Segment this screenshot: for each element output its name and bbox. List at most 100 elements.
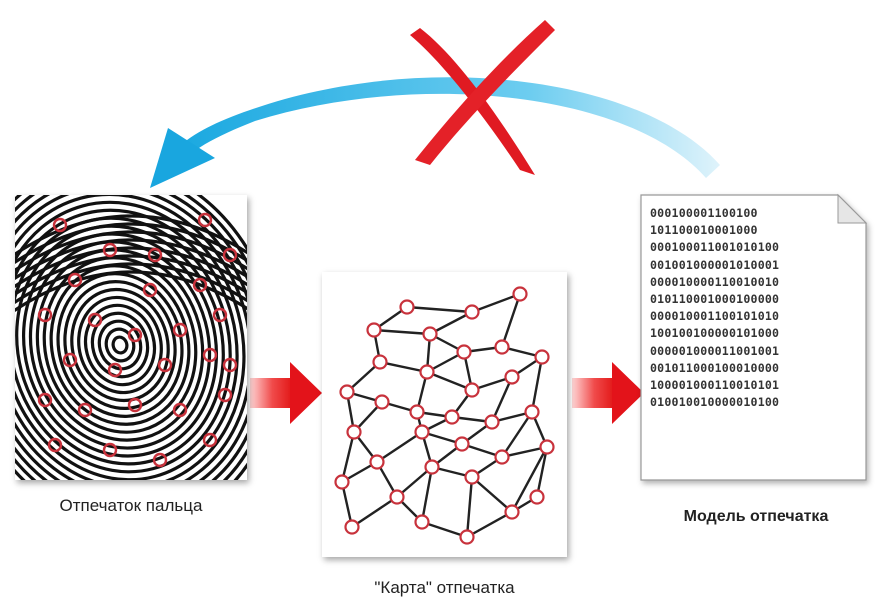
minutia-marker: [107, 362, 123, 378]
map-node: [494, 339, 510, 355]
cross-icon: [410, 20, 555, 175]
map-node: [389, 489, 405, 505]
map-edge: [340, 431, 356, 483]
model-binary-data: 000100001100100 101100010001000 0001000110…: [650, 205, 865, 411]
map-node: [414, 514, 430, 530]
map-edge: [535, 446, 549, 498]
map-node: [464, 469, 480, 485]
minutia-marker: [52, 217, 68, 233]
map-edge: [420, 466, 434, 523]
map-node: [456, 344, 472, 360]
binary-row: 100001000110010101: [650, 378, 780, 393]
minutia-marker: [102, 442, 118, 458]
minutia-marker: [127, 397, 143, 413]
map-node: [372, 354, 388, 370]
map-edge: [500, 293, 522, 348]
minutia-marker: [222, 247, 238, 263]
map-edge: [530, 356, 544, 413]
fingerprint-image: [15, 195, 247, 480]
forward-arrow-2: [572, 362, 644, 424]
map-node: [419, 364, 435, 380]
map-node: [484, 414, 500, 430]
map-edge: [373, 328, 431, 336]
binary-row: 001011000100010000: [650, 360, 780, 375]
map-edge: [340, 481, 354, 528]
caption-model: Модель отпечатка: [683, 508, 829, 525]
binary-row: 010010010000010100: [650, 395, 780, 410]
minutia-marker: [127, 327, 143, 343]
back-arrow-body: [178, 77, 720, 178]
binary-row: 100100100000101000: [650, 326, 780, 341]
minutia-marker: [87, 312, 103, 328]
map-node: [534, 349, 550, 365]
minutia-marker: [37, 392, 53, 408]
map-node: [464, 304, 480, 320]
back-arrow-head: [150, 128, 215, 188]
minutia-marker: [67, 272, 83, 288]
binary-row: 010110001000100000: [650, 292, 780, 307]
minutia-marker: [202, 347, 218, 363]
map-node: [504, 369, 520, 385]
minutia-marker: [37, 307, 53, 323]
map-node: [414, 424, 430, 440]
minutia-marker: [172, 322, 188, 338]
map-edge: [406, 305, 473, 314]
minutia-marker: [217, 387, 233, 403]
map-edge: [501, 445, 548, 459]
minutia-marker: [212, 307, 228, 323]
map-edge: [396, 466, 433, 498]
binary-row: 000010001100101010: [650, 309, 780, 324]
map-node: [399, 299, 415, 315]
caption-map: "Карта" отпечатка: [374, 578, 515, 597]
minutia-marker: [222, 357, 238, 373]
map-edge: [351, 496, 398, 528]
map-node: [464, 382, 480, 398]
map-node: [334, 474, 350, 490]
page-fold-corner: [837, 193, 868, 224]
map-node: [524, 404, 540, 420]
map-edge: [429, 310, 473, 336]
binary-row: 000100011001010100: [650, 240, 780, 255]
map-node: [539, 439, 555, 455]
minutia-marker: [197, 212, 213, 228]
minutia-marker: [62, 352, 78, 368]
minutia-marker: [77, 402, 93, 418]
forward-arrow-1: [250, 362, 322, 424]
minutia-marker: [172, 402, 188, 418]
map-edge: [490, 376, 514, 423]
map-node: [409, 404, 425, 420]
minutia-marker: [102, 242, 118, 258]
map-node: [346, 424, 362, 440]
map-node: [424, 459, 440, 475]
map-node: [369, 454, 385, 470]
map-edge: [376, 431, 423, 463]
map-node: [494, 449, 510, 465]
map-node: [339, 384, 355, 400]
map-node: [454, 436, 470, 452]
map-edge: [471, 292, 521, 314]
map-edge: [466, 510, 513, 539]
map-node: [344, 519, 360, 535]
binary-row: 000001000011001001: [650, 343, 780, 358]
minutia-marker: [192, 277, 208, 293]
binary-row: 101100010001000: [650, 223, 758, 238]
minutia-marker: [152, 452, 168, 468]
map-node: [529, 489, 545, 505]
map-edge: [426, 370, 473, 392]
binary-row: 001001000001010001: [650, 257, 780, 272]
minutia-marker: [157, 357, 173, 373]
map-edge: [421, 520, 468, 539]
map-node: [504, 504, 520, 520]
minutia-marker: [202, 432, 218, 448]
fingerprint-panel: [15, 195, 247, 480]
fingerprint-map-panel: [322, 272, 567, 557]
map-edge: [465, 476, 474, 538]
minutia-marker: [147, 247, 163, 263]
binary-row: 000010000110010010: [650, 274, 780, 289]
map-edge: [510, 446, 549, 513]
map-node: [374, 394, 390, 410]
map-node: [422, 326, 438, 342]
